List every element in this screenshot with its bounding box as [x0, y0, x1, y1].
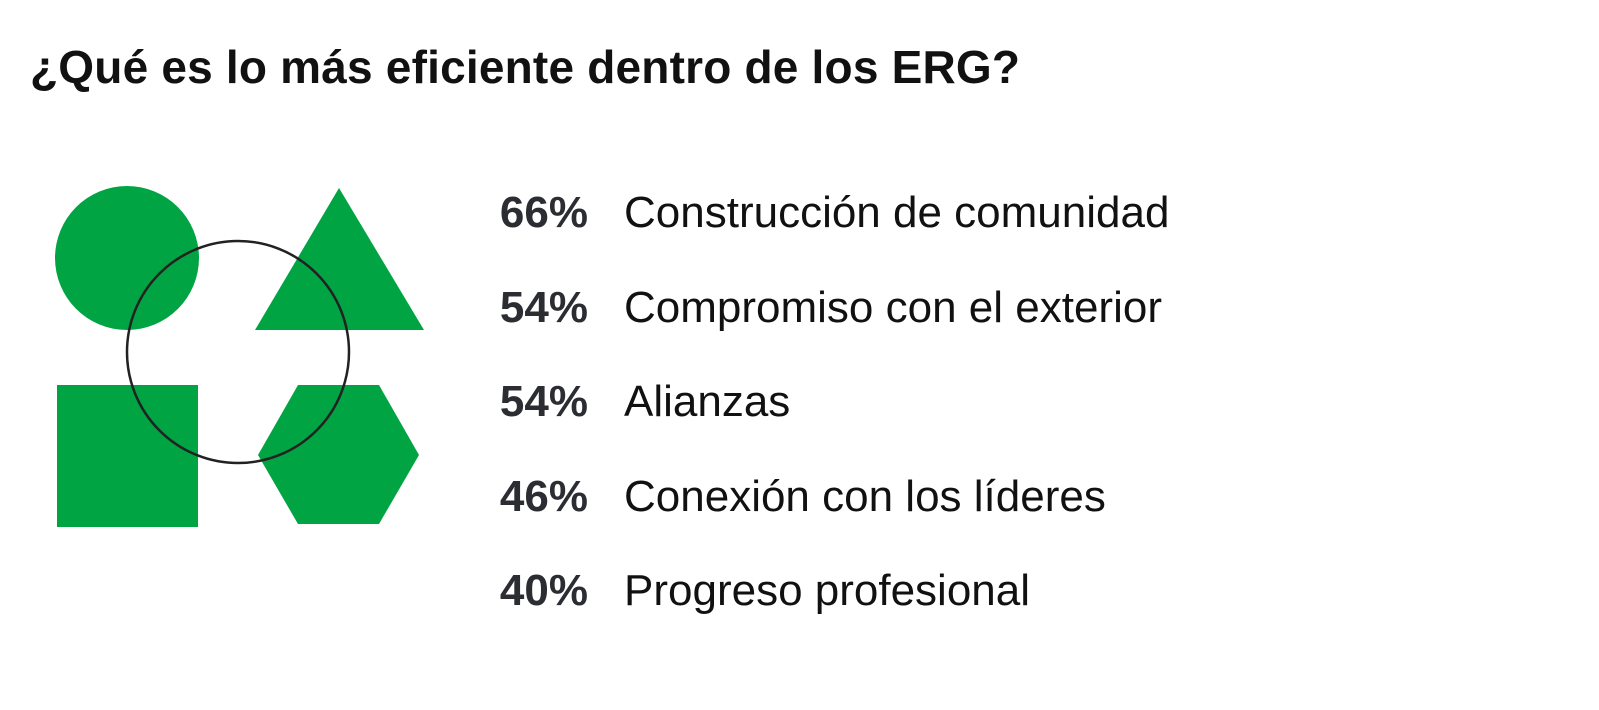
stat-row: 40% Progreso profesional — [440, 544, 1340, 639]
circle-icon — [55, 186, 199, 330]
shapes-illustration — [50, 182, 430, 532]
square-icon — [57, 385, 198, 527]
stat-percent: 40% — [499, 566, 588, 616]
hexagon-icon — [258, 385, 419, 524]
stat-row: 66% Construcción de comunidad — [440, 166, 1340, 261]
page-title: ¿Qué es lo más eficiente dentro de los E… — [30, 41, 1021, 93]
stat-label: Compromiso con el exterior — [624, 282, 1162, 332]
stats-list: 66% Construcción de comunidad 54% Compro… — [440, 166, 1340, 639]
stat-percent: 54% — [499, 377, 588, 427]
stat-label: Alianzas — [624, 377, 791, 427]
stat-row: 54% Compromiso con el exterior — [440, 261, 1340, 356]
stat-label: Conexión con los líderes — [624, 471, 1106, 521]
triangle-icon — [255, 188, 424, 330]
stat-percent: 46% — [499, 471, 588, 521]
stat-label: Progreso profesional — [624, 566, 1031, 616]
stat-percent: 54% — [499, 282, 588, 332]
outline-circle-icon — [125, 239, 351, 465]
stat-row: 46% Conexión con los líderes — [440, 450, 1340, 545]
stat-percent: 66% — [499, 188, 588, 238]
stat-label: Construcción de comunidad — [624, 188, 1170, 238]
stat-row: 54% Alianzas — [440, 355, 1340, 450]
